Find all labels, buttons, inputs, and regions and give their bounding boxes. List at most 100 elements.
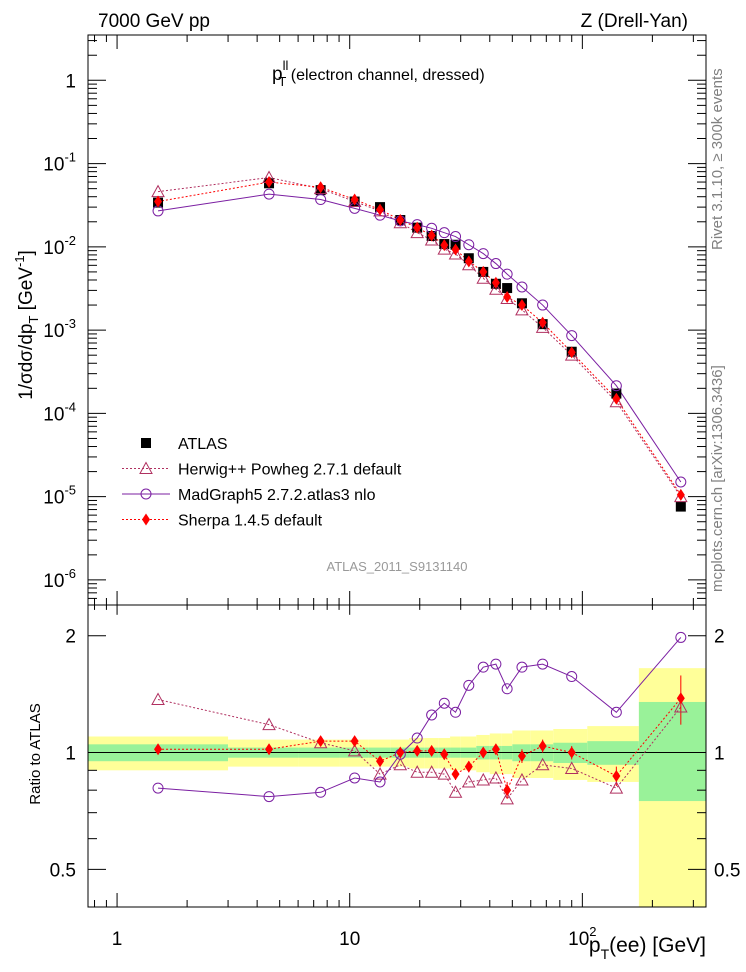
herwig-point [151, 692, 165, 705]
x-tick-label: 1 [112, 929, 123, 950]
legend-label: MadGraph5 2.7.2.atlas3 nlo [178, 487, 376, 504]
main-marks [151, 170, 688, 512]
madgraph-point [463, 679, 475, 691]
sherpa-point [350, 735, 359, 748]
sherpa-point [154, 743, 163, 756]
legend-label: ATLAS [178, 436, 228, 453]
header-right: Z (Drell-Yan) [581, 11, 688, 32]
madgraph-point [501, 268, 513, 280]
madgraph-point [263, 791, 275, 803]
herwig-point [609, 394, 624, 408]
ratio-ticks [88, 605, 706, 908]
herwig-ratio-line [157, 699, 682, 800]
sherpa-point [464, 255, 473, 268]
sherpa-point [612, 770, 621, 783]
y-tick-label: 10-4 [43, 399, 76, 425]
herwig-point [535, 320, 550, 333]
sherpa-point [427, 744, 436, 757]
herwig-point [609, 781, 624, 794]
sherpa-point [142, 513, 150, 526]
madgraph-point [566, 671, 578, 683]
herwig-point [461, 774, 476, 788]
madgraph-point [263, 188, 275, 200]
analysis-label: ATLAS_2011_S9131140 [327, 559, 468, 574]
madgraph-point [675, 476, 687, 488]
madgraph-point [537, 658, 549, 670]
y-tick-label: 2 [65, 627, 76, 648]
madgraph-point [450, 706, 462, 718]
herwig-point [489, 282, 503, 295]
sherpa-point [517, 299, 526, 312]
main-ticks [88, 35, 706, 606]
y-tick-label-right: 1 [714, 744, 725, 765]
herwig-point [476, 772, 491, 786]
sherpa-point [538, 316, 547, 329]
madgraph-point [537, 299, 549, 311]
main-ytick-labels: 10-6 10-5 10-4 10-3 10-2 10-1 1 [43, 71, 76, 592]
herwig-point [564, 761, 579, 774]
madgraph-ratio-line [157, 637, 682, 798]
madgraph-point [140, 488, 152, 500]
ratio-bands [88, 668, 706, 907]
sherpa-point [479, 746, 488, 759]
sherpa-point [503, 784, 512, 797]
herwig-point [373, 767, 387, 780]
sherpa-point [676, 692, 685, 705]
band-inner [638, 701, 706, 802]
header-left: 7000 GeV pp [98, 11, 210, 32]
herwig-point [393, 757, 408, 771]
main-panel: 10-6 10-5 10-4 10-3 10-2 10-1 1 1/σdσ/dpT [GeV… [12, 34, 707, 606]
herwig-point [500, 791, 514, 805]
ratio-frame [87, 604, 707, 908]
madgraph-point [490, 258, 502, 270]
y-tick-label: 1 [65, 744, 76, 765]
sherpa-point [538, 739, 547, 752]
x-axis-label: pT(ee) [GeV] [589, 934, 706, 962]
herwig-point [437, 242, 452, 255]
herwig-point [448, 246, 463, 260]
sherpa-point [676, 488, 685, 501]
madgraph-point [411, 732, 423, 744]
madgraph-point [477, 661, 489, 673]
sherpa-point [517, 749, 526, 762]
ratio-panel: 0.5 0.51 12 2 1 10 102 Ratio to ATLAS pT(ee) … [27, 604, 740, 962]
side-label-top: Rivet 3.1.10, ≥ 300k events [709, 68, 726, 250]
ratio-ylabel: Ratio to ATLAS [27, 703, 44, 804]
sherpa-point [567, 746, 576, 759]
sherpa-point [491, 743, 500, 756]
sherpa-point [451, 768, 460, 781]
herwig-point [515, 772, 529, 786]
sherpa-point [316, 735, 325, 748]
y-tick-label: 10-1 [43, 150, 76, 176]
x-tick-label: 10 [339, 929, 360, 950]
herwig-point [424, 232, 439, 246]
sherpa-point [413, 221, 422, 234]
sherpa-point [396, 746, 405, 759]
sherpa-point [265, 743, 274, 756]
y-tick-label: 10-3 [43, 316, 76, 342]
madgraph-point [315, 194, 327, 206]
madgraph-point [516, 281, 528, 293]
y-tick-label-right: 0.5 [714, 860, 740, 881]
madgraph-point [438, 227, 450, 239]
herwig-point [347, 743, 362, 757]
herwig-point [564, 348, 579, 361]
sherpa-point [491, 276, 500, 289]
legend-label: Sherpa 1.4.5 default [178, 513, 323, 530]
madgraph-point [152, 782, 164, 794]
sherpa-point [376, 203, 385, 216]
y-tick-label: 1 [65, 71, 76, 92]
madgraph-point [374, 776, 386, 788]
madgraph-point [477, 248, 489, 260]
legend: ATLAS Herwig++ Powheg 2.7.1 default MadGra… [122, 436, 402, 530]
x-tick-labels: 1 10 102 [112, 924, 597, 950]
y-tick-label-right: 2 [714, 627, 725, 648]
y-tick-label: 10-6 [43, 566, 76, 592]
herwig-point [515, 302, 529, 316]
madgraph-point [463, 239, 475, 251]
main-title: pll T (electron channel, dressed) [272, 58, 485, 89]
sherpa-point [427, 229, 436, 242]
madgraph-point [501, 683, 513, 695]
sherpa-point [451, 243, 460, 256]
madgraph-point [438, 697, 450, 709]
